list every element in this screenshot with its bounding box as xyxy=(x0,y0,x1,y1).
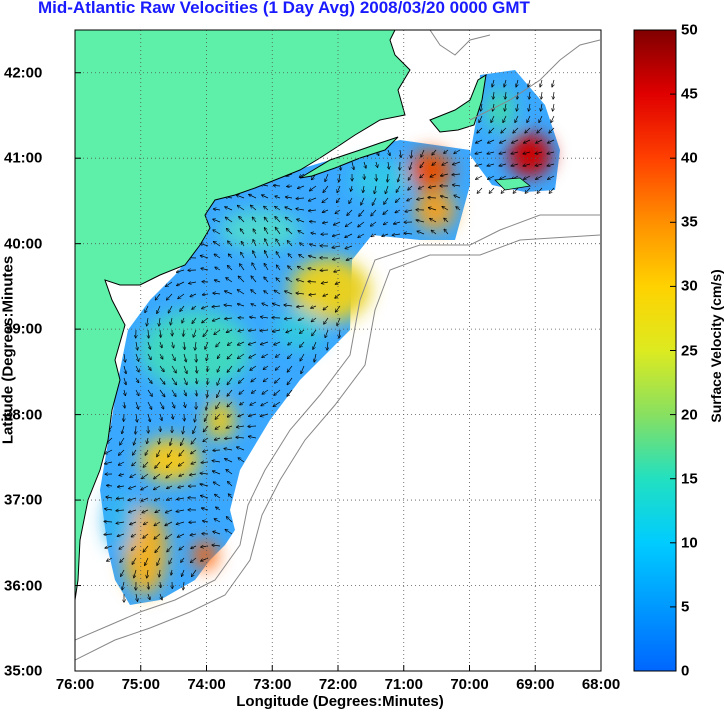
y-tick-label: 41:00 xyxy=(4,149,43,167)
y-axis-label: Latitude (Degrees:Minutes xyxy=(0,255,17,445)
land-islands xyxy=(494,177,531,191)
y-tick-label: 36:00 xyxy=(4,577,43,595)
y-tick-label: 38:00 xyxy=(4,406,43,424)
x-tick-label: 70:00 xyxy=(450,676,489,693)
colorbar-tick-label: 5 xyxy=(681,598,690,616)
x-tick-label: 76:00 xyxy=(55,676,95,693)
colorbar-tick-label: 50 xyxy=(681,21,698,39)
map-grid xyxy=(75,30,601,671)
velocity-coverage-area xyxy=(100,140,470,605)
colorbar-tick-label: 15 xyxy=(681,470,698,488)
colorbar-tick-label: 30 xyxy=(681,277,698,295)
x-axis-label: Longitude (Degrees:Minutes) xyxy=(236,693,444,710)
colorbar-label: Surface Velocity (cm/s) xyxy=(708,269,724,423)
y-tick-label: 35:00 xyxy=(4,662,43,680)
land-cape-cod xyxy=(429,73,487,133)
bathymetry-contours xyxy=(75,30,601,661)
x-tick-label: 72:00 xyxy=(318,676,358,693)
colorbar-tick-label: 40 xyxy=(681,149,698,167)
x-tick-label: 71:00 xyxy=(384,676,423,693)
colorbar-tick-label: 20 xyxy=(681,406,698,424)
x-tick-label: 68:00 xyxy=(581,676,621,693)
colorbar-tick-label: 0 xyxy=(681,662,690,680)
colorbar-tick-label: 10 xyxy=(681,534,698,552)
x-tick-label: 74:00 xyxy=(187,676,226,693)
colorbar-tick-label: 45 xyxy=(681,85,698,103)
y-tick-label: 42:00 xyxy=(4,64,43,82)
y-tick-label: 37:00 xyxy=(4,491,43,509)
x-tick-label: 69:00 xyxy=(516,676,555,693)
y-tick-label: 40:00 xyxy=(4,235,43,253)
x-tick-label: 75:00 xyxy=(121,676,160,693)
colorbar xyxy=(633,29,677,672)
x-tick-label: 73:00 xyxy=(253,676,292,693)
velocity-field xyxy=(100,70,560,605)
land-long-island xyxy=(299,136,399,179)
colorbar-tick-label: 35 xyxy=(681,213,698,231)
colorbar-tick-label: 25 xyxy=(681,342,698,359)
y-tick-label: 39:00 xyxy=(4,320,43,338)
map-title: Mid-Atlantic Raw Velocities (1 Day Avg) … xyxy=(38,0,530,17)
